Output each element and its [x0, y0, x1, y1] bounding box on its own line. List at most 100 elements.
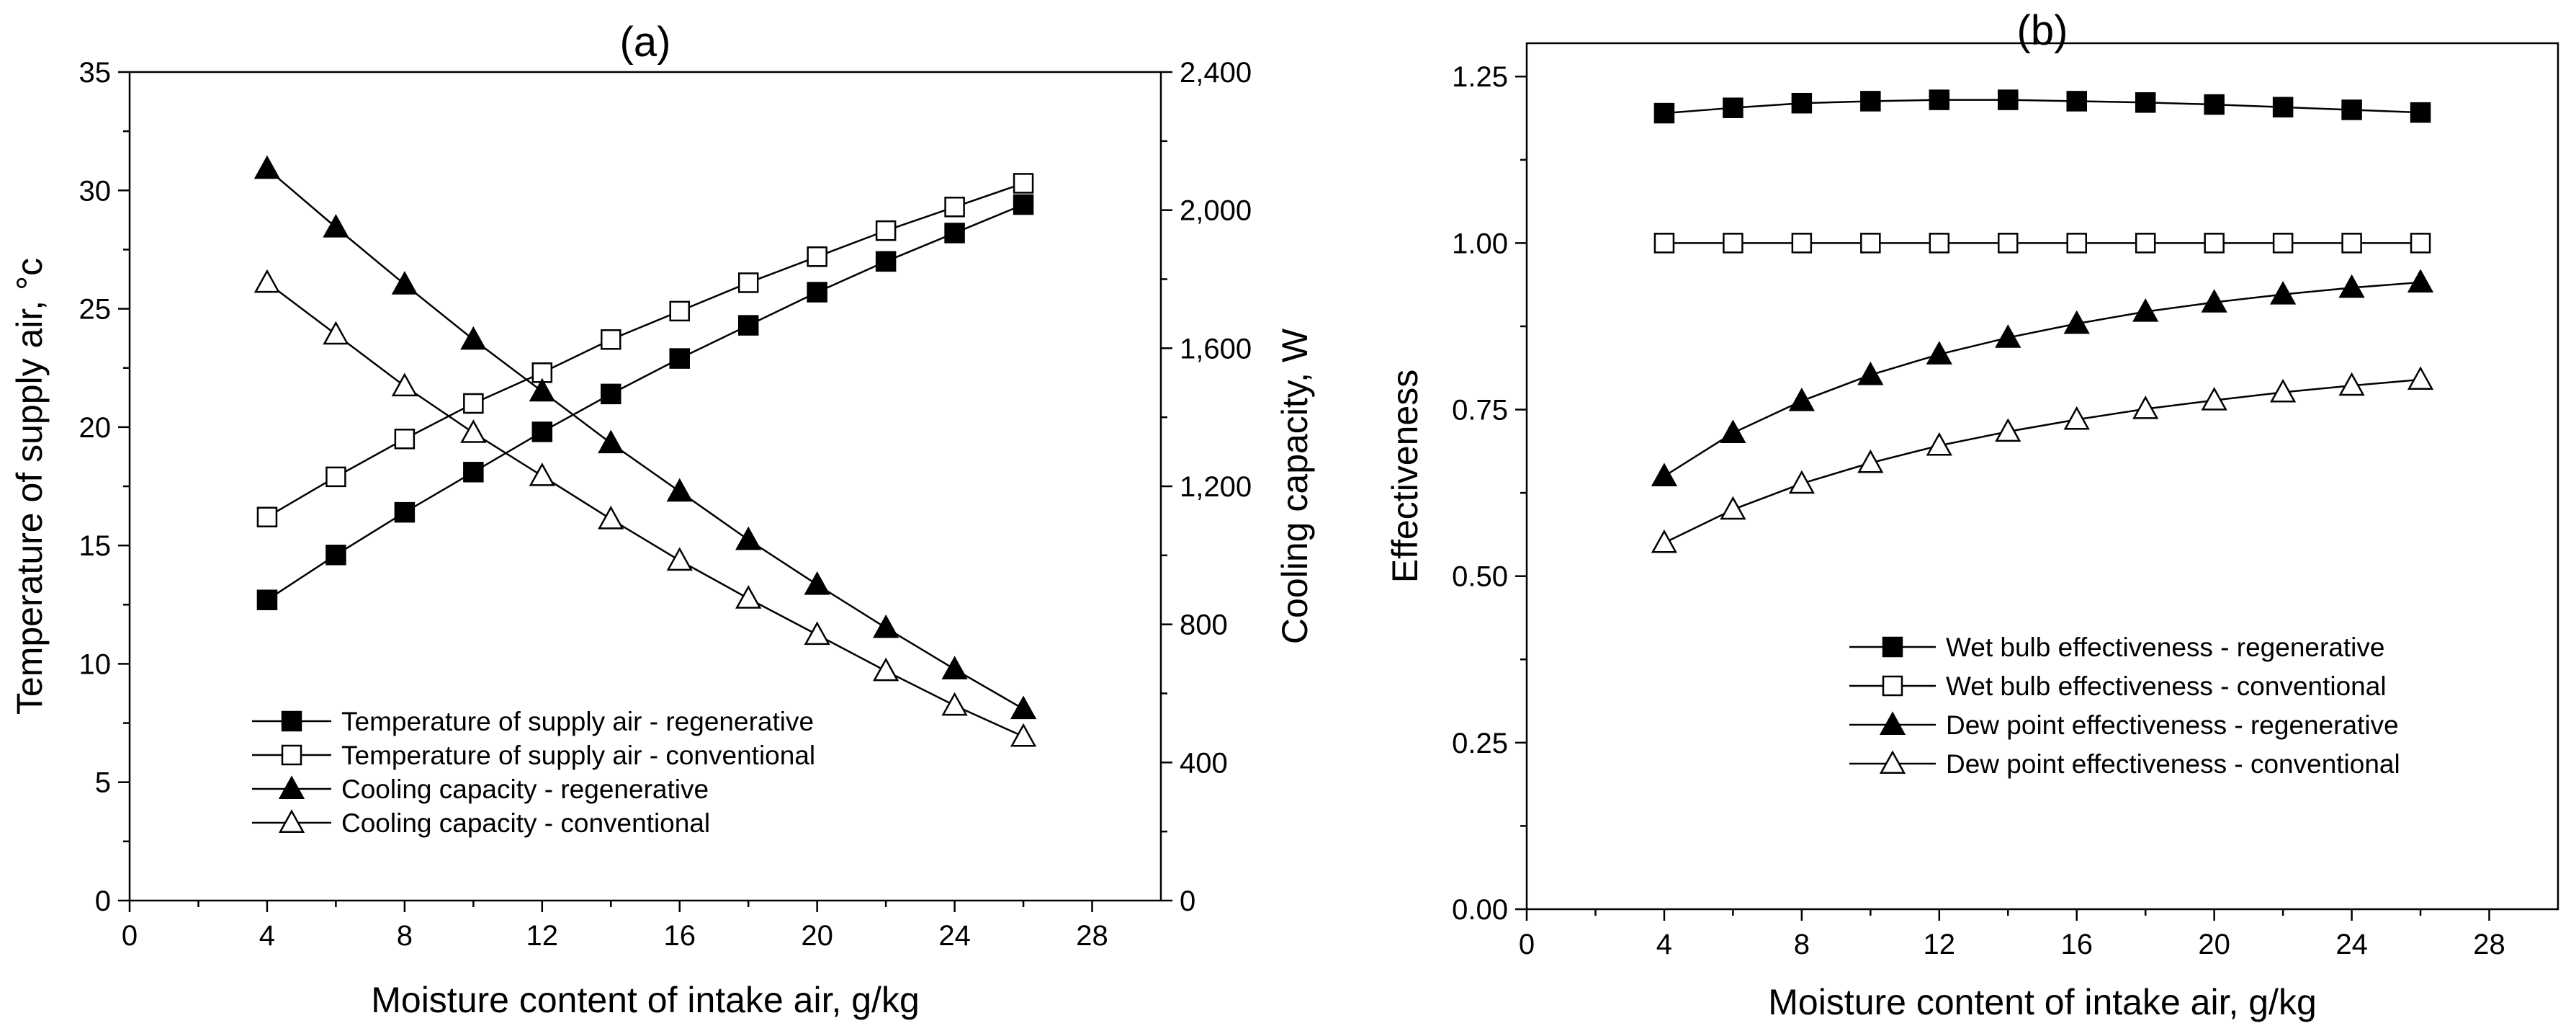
y-tick-label: 35 — [79, 57, 112, 89]
data-point-series-4 — [2338, 372, 2365, 396]
panel-title: (a) — [620, 19, 671, 66]
data-point-series-1 — [669, 348, 690, 369]
legend-marker — [1879, 750, 1906, 774]
data-point-series-4 — [873, 657, 899, 682]
y-tick-label: 20 — [79, 412, 112, 444]
data-point-series-4 — [2201, 387, 2227, 411]
legend-label: Cooling capacity - regenerative — [341, 774, 709, 804]
x-tick-label: 16 — [663, 920, 696, 952]
data-point-series-2 — [1860, 233, 1881, 254]
data-point-series-3 — [598, 429, 624, 454]
series-line-4 — [1664, 378, 2421, 544]
data-point-series-2 — [2272, 233, 2294, 254]
data-point-series-1 — [1723, 97, 1743, 118]
y2-axis-title: Cooling capacity, W — [1275, 328, 1315, 644]
y2-tick-label: 0 — [1180, 885, 1195, 917]
data-point-series-4 — [2270, 378, 2297, 403]
data-point-series-3 — [323, 214, 349, 238]
series-line-3 — [266, 168, 1024, 710]
data-point-series-2 — [326, 466, 346, 488]
y-tick-label: 0.75 — [1452, 395, 1508, 427]
y-tick-label: 1.25 — [1452, 61, 1508, 93]
series-line-4 — [266, 282, 1024, 738]
data-point-series-2 — [737, 272, 759, 293]
legend-marker — [1879, 711, 1906, 736]
data-point-series-1 — [807, 282, 827, 303]
x-tick-label: 4 — [259, 920, 275, 952]
data-point-series-4 — [804, 621, 830, 646]
series-line-1 — [1664, 99, 2421, 115]
x-tick-label: 20 — [801, 920, 833, 952]
data-point-series-4 — [1857, 449, 1884, 473]
data-point-series-2 — [2135, 233, 2156, 254]
x-tick-label: 28 — [1076, 920, 1108, 952]
data-point-series-3 — [1995, 324, 2021, 348]
data-point-series-1 — [1791, 92, 1813, 114]
legend-label: Temperature of supply air - regenerative — [341, 707, 814, 736]
y2-tick-label: 800 — [1180, 609, 1228, 641]
data-point-series-1 — [1653, 102, 1675, 124]
data-point-series-3 — [253, 155, 281, 179]
data-point-series-3 — [2063, 310, 2090, 334]
y-tick-label: 0.25 — [1452, 728, 1508, 759]
y2-tick-label: 2,000 — [1180, 195, 1252, 227]
data-point-series-2 — [463, 393, 484, 414]
data-point-series-2 — [1013, 173, 1034, 194]
data-point-series-2 — [875, 220, 897, 241]
x-tick-label: 8 — [1794, 929, 1810, 960]
data-point-series-4 — [2132, 396, 2159, 419]
data-point-series-2 — [669, 300, 690, 322]
data-point-series-1 — [2341, 99, 2362, 120]
panel-b-chart: (b) 0 4 8 12 16 20 24 28 0.00 0.25 0.50 0.75 1.00 1.25… — [1385, 7, 2559, 1022]
data-point-series-3 — [1788, 387, 1815, 411]
data-point-series-4 — [1926, 432, 1952, 456]
data-point-series-3 — [1926, 341, 1952, 365]
x-tick-label: 4 — [1656, 929, 1672, 960]
y-axis-title: Effectiveness — [1385, 370, 1425, 583]
data-point-series-4 — [1995, 418, 2021, 442]
legend-label: Wet bulb effectiveness - regenerative — [1946, 633, 2384, 662]
data-point-series-2 — [807, 246, 827, 267]
data-point-series-4 — [2407, 366, 2434, 390]
legend-label: Dew point effectiveness - regenerative — [1946, 710, 2399, 740]
data-point-series-2 — [1929, 233, 1950, 254]
data-point-series-2 — [1998, 233, 2019, 254]
x-tick-label: 12 — [526, 920, 559, 952]
x-tick-label: 24 — [2335, 929, 2368, 960]
data-point-series-2 — [394, 429, 416, 450]
data-point-series-2 — [1791, 233, 1813, 254]
data-point-series-4 — [666, 547, 693, 571]
data-point-series-1 — [944, 223, 965, 244]
data-point-series-1 — [2204, 94, 2225, 115]
data-point-series-4 — [323, 321, 349, 345]
data-point-series-1 — [326, 545, 346, 566]
data-point-series-4 — [941, 692, 968, 716]
data-point-series-3 — [1720, 419, 1746, 443]
legend-marker — [1882, 636, 1903, 658]
data-point-series-1 — [1998, 89, 2019, 110]
y-tick-label: 25 — [79, 294, 112, 326]
data-point-series-1 — [531, 421, 553, 442]
legend-marker — [281, 710, 302, 732]
data-point-series-2 — [944, 197, 965, 218]
y-tick-label: 0.00 — [1452, 894, 1508, 926]
data-point-series-1 — [875, 251, 897, 272]
x-axis-title: Moisture content of intake air, g/kg — [371, 980, 920, 1020]
data-point-series-2 — [2066, 233, 2087, 254]
y-tick-label: 0 — [95, 885, 111, 917]
data-point-series-1 — [601, 383, 621, 405]
data-point-series-1 — [256, 589, 278, 610]
y2-tick-label: 400 — [1180, 747, 1228, 779]
legend: Wet bulb effectiveness - regenerative Wet… — [1849, 633, 2400, 779]
y-tick-label: 30 — [79, 175, 112, 207]
y-axis-title: Temperature of supply air, °c — [9, 258, 50, 715]
data-point-series-1 — [1929, 89, 1950, 110]
legend-marker — [1882, 675, 1903, 697]
data-point-series-3 — [1010, 695, 1037, 720]
data-point-series-2 — [1653, 233, 1675, 254]
data-point-series-3 — [2201, 289, 2227, 313]
data-point-series-2 — [2204, 233, 2225, 254]
y-tick-label: 1.00 — [1452, 228, 1508, 259]
panel-a-chart: (a) 0 4 8 12 16 20 24 28 0 5 10 15 20 25 30 35 0 400 800 1,2… — [9, 19, 1315, 1020]
data-point-series-4 — [598, 505, 624, 530]
